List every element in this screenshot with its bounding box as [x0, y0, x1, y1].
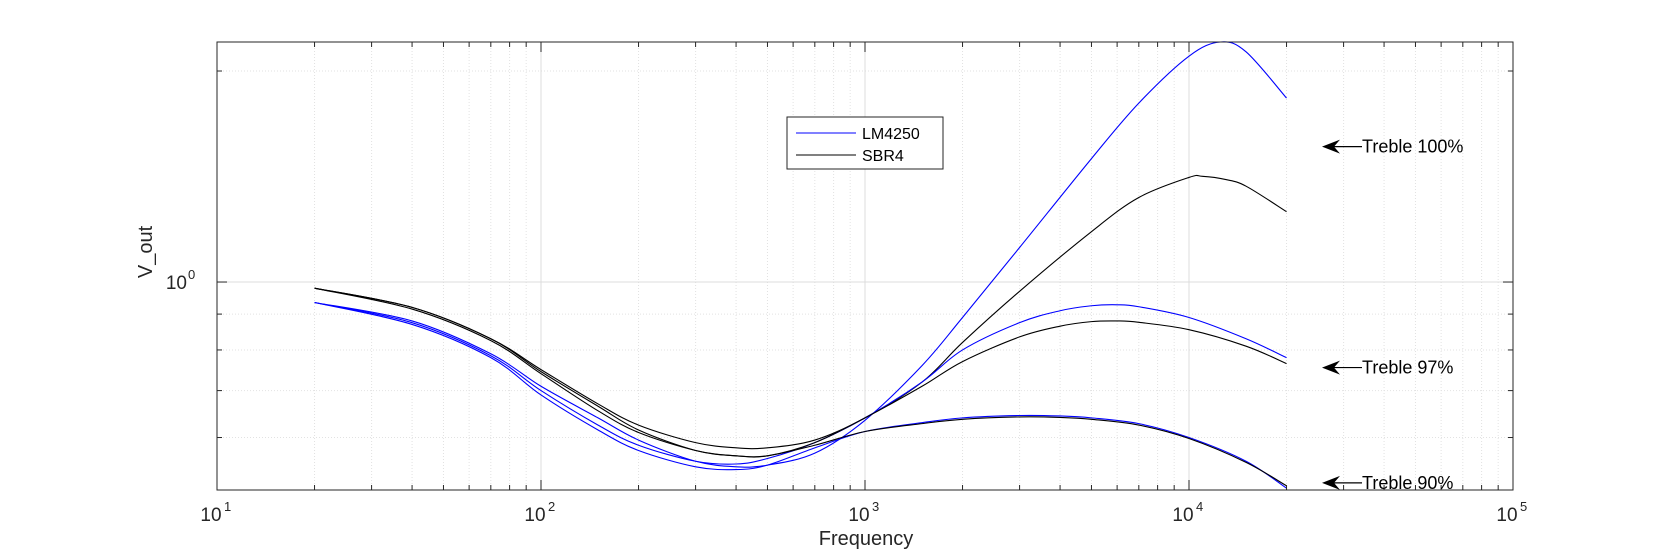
series-line-lm4250 [314, 41, 1287, 468]
annotation-label: Treble 100% [1362, 137, 1463, 157]
x-tick-label-exponent: 4 [1196, 499, 1203, 514]
legend-box [786, 116, 944, 170]
x-tick-label: 10 [1496, 505, 1517, 526]
x-tick-label-exponent: 3 [872, 499, 879, 514]
annotation-arrowhead [1322, 360, 1340, 375]
x-tick-label: 10 [1172, 505, 1193, 526]
annotation-arrowhead [1322, 475, 1340, 490]
x-tick-label: 10 [848, 505, 869, 526]
legend-label-sbr4: SBR4 [862, 148, 904, 165]
legend: LM4250 SBR4 [786, 116, 944, 170]
y-tick-labels: 10 0 [166, 267, 195, 294]
x-axis-label: Frequency [819, 528, 914, 550]
series-line-sbr4 [314, 287, 1287, 487]
x-tick-label-exponent: 1 [224, 499, 231, 514]
y-tick-label: 10 [166, 273, 187, 294]
x-tick-label-exponent: 5 [1520, 499, 1527, 514]
x-tick-label: 10 [200, 505, 221, 526]
annotations: Treble 100% Treble 97% Treble 90% [1322, 137, 1463, 493]
y-tick-label-exponent: 0 [188, 267, 195, 282]
series-line-sbr4 [314, 287, 1287, 458]
plot-lines [314, 41, 1287, 489]
x-tick-label: 10 [524, 505, 545, 526]
y-axis-label: V_out [135, 225, 157, 278]
axis-ticks [216, 42, 1514, 490]
annotation-arrowhead [1322, 139, 1340, 154]
x-tick-label-exponent: 2 [548, 499, 555, 514]
series-line-lm4250 [314, 301, 1287, 489]
annotation-label: Treble 90% [1362, 473, 1453, 493]
annotation-label: Treble 97% [1362, 358, 1453, 378]
x-tick-labels: 10 1 10 2 10 3 10 4 10 5 [200, 499, 1527, 526]
legend-label-lm4250: LM4250 [862, 126, 920, 143]
